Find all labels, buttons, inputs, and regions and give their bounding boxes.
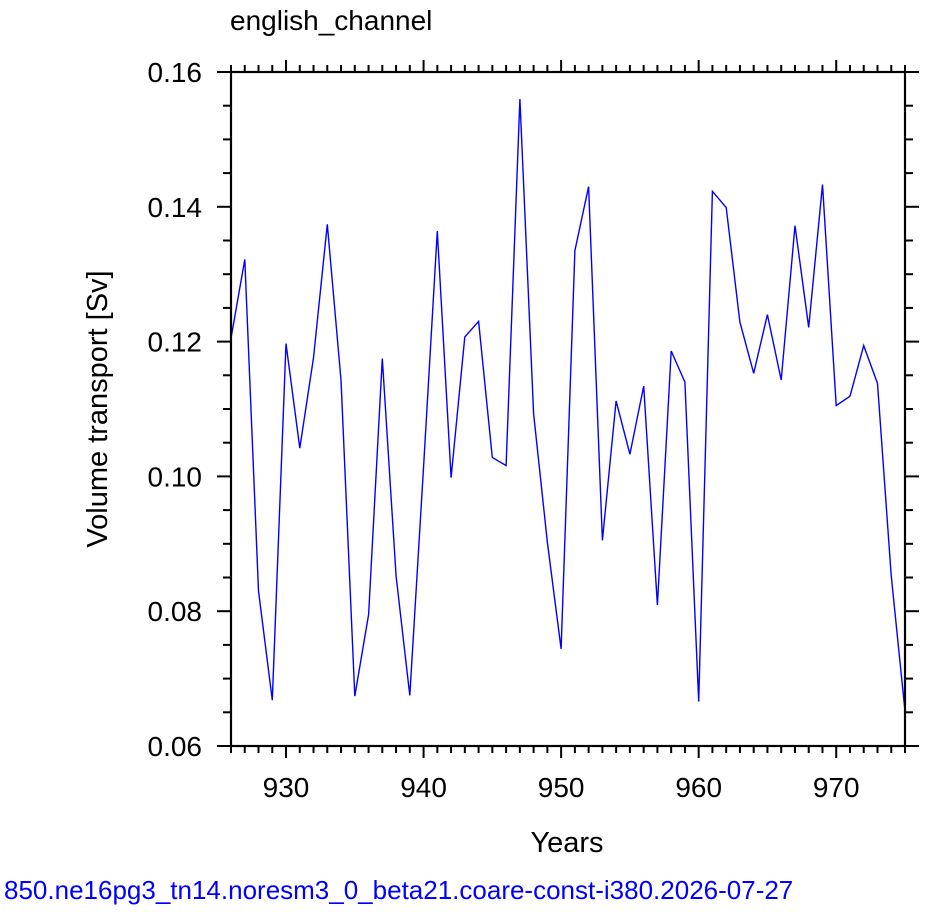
- x-tick-label: 940: [400, 772, 447, 803]
- x-tick-label: 970: [813, 772, 860, 803]
- x-tick-label: 950: [538, 772, 585, 803]
- y-tick-label: 0.06: [148, 731, 203, 762]
- x-tick-label: 960: [675, 772, 722, 803]
- series-line: [230, 98, 906, 712]
- y-axis-label: Volume transport [Sv]: [82, 270, 114, 547]
- chart-title: english_channel: [230, 5, 432, 36]
- footer-caption: 850.ne16pg3_tn14.noresm3_0_beta21.coare-…: [4, 875, 793, 905]
- y-tick-label: 0.10: [148, 461, 203, 492]
- y-tick-label: 0.16: [148, 57, 203, 88]
- axis-ticks: [217, 60, 919, 758]
- y-tick-label: 0.14: [148, 192, 203, 223]
- axis-tick-labels: 930 940 950 960 970 0.06 0.08 0.10 0.12 0.14 0.16: [148, 57, 860, 803]
- plot-frame: [229, 70, 907, 748]
- y-tick-label: 0.08: [148, 596, 203, 627]
- x-axis-label: Years: [530, 827, 603, 859]
- x-tick-label: 930: [263, 772, 310, 803]
- y-tick-label: 0.12: [148, 327, 203, 358]
